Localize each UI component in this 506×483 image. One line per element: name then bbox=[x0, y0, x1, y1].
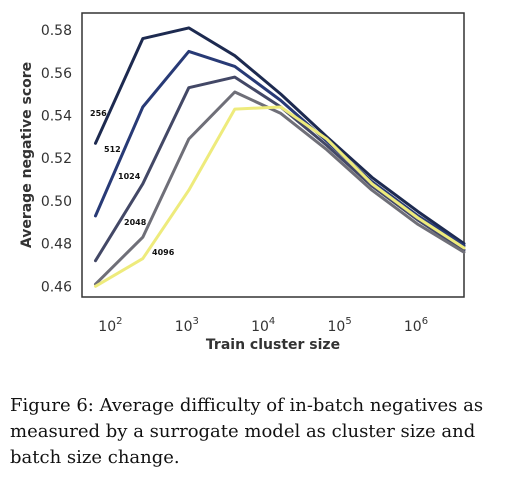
series-label-4096: 4096 bbox=[152, 248, 175, 257]
series-label-256: 256 bbox=[90, 109, 107, 118]
y-tick-label: 0.58 bbox=[41, 23, 72, 39]
y-tick-label: 0.50 bbox=[41, 194, 72, 210]
series-label-512: 512 bbox=[104, 145, 121, 154]
line-chart: 0.460.480.500.520.540.560.58 102 103 104 10… bbox=[19, 12, 466, 353]
x-tick-label: 102 bbox=[98, 316, 122, 335]
series-lines bbox=[94, 26, 466, 288]
x-axis-ticks: 102 103 104 105 106 bbox=[98, 316, 428, 335]
y-tick-label: 0.56 bbox=[41, 66, 72, 82]
figure-caption: Figure 6: Average difficulty of in-batch… bbox=[10, 395, 484, 468]
series-labels: 256 512 1024 2048 4096 bbox=[90, 109, 175, 257]
y-tick-label: 0.54 bbox=[41, 108, 72, 124]
series-label-2048: 2048 bbox=[124, 218, 147, 227]
y-tick-label: 0.48 bbox=[41, 237, 72, 253]
y-tick-label: 0.46 bbox=[41, 279, 72, 295]
series-line-4096 bbox=[94, 105, 466, 288]
y-tick-label: 0.52 bbox=[41, 151, 72, 167]
x-tick-label: 106 bbox=[404, 316, 428, 335]
x-tick-label: 105 bbox=[328, 316, 352, 335]
x-axis-title: Train cluster size bbox=[206, 337, 340, 353]
y-axis-title: Average negative score bbox=[19, 62, 35, 248]
x-tick-label: 104 bbox=[251, 316, 275, 335]
x-tick-label: 103 bbox=[175, 316, 199, 335]
series-line-512 bbox=[94, 49, 466, 248]
series-label-1024: 1024 bbox=[118, 172, 141, 181]
y-axis-ticks: 0.46 0.48 0.50 0.52 0.54 0.56 0.58 bbox=[41, 23, 72, 295]
series-line-256 bbox=[94, 26, 466, 246]
plot-frame bbox=[81, 12, 465, 298]
series-line-2048 bbox=[94, 90, 466, 286]
